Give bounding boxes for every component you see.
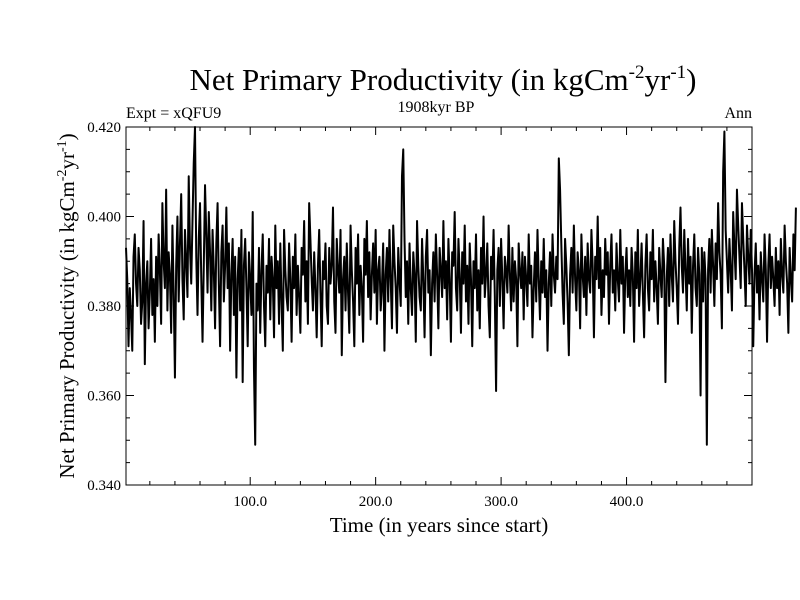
x-tick-label: 100.0 bbox=[233, 494, 267, 510]
y-tick-label: 0.380 bbox=[87, 299, 121, 315]
y-tick-label: 0.420 bbox=[87, 120, 121, 136]
npp-series-line bbox=[125, 126, 797, 446]
x-tick-label: 300.0 bbox=[484, 494, 518, 510]
period-label: 1908kyr BP bbox=[398, 99, 475, 116]
x-axis-ticks: 100.0 200.0 300.0 400.0 bbox=[149, 127, 728, 510]
season-label: Ann bbox=[724, 105, 752, 122]
y-tick-label: 0.400 bbox=[87, 210, 121, 226]
x-tick-label: 200.0 bbox=[359, 494, 393, 510]
x-tick-label: 400.0 bbox=[610, 494, 644, 510]
y-axis-label: Net Primary Productivity (in kgCm-2yr-1) bbox=[55, 133, 79, 478]
x-axis-label: Time (in years since start) bbox=[330, 513, 549, 537]
y-axis-ticks: 0.340 0.360 0.380 0.400 0.420 bbox=[87, 120, 752, 494]
y-tick-label: 0.360 bbox=[87, 389, 121, 405]
y-tick-label: 0.340 bbox=[87, 478, 121, 494]
experiment-label: Expt = xQFU9 bbox=[126, 105, 221, 122]
chart-title: Net Primary Productivity (in kgCm-2yr-1) bbox=[190, 62, 697, 97]
